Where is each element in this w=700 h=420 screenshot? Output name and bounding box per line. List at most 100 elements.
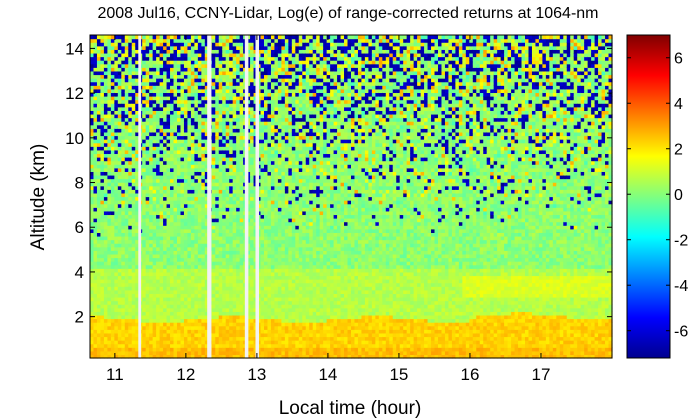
heatmap-cell — [194, 257, 199, 262]
heatmap-cell — [222, 60, 227, 65]
heatmap-cell — [183, 203, 189, 208]
heatmap-cell — [156, 329, 161, 334]
heatmap-cell — [159, 311, 164, 316]
heatmap-cell — [128, 253, 133, 259]
heatmap-cell — [236, 185, 241, 190]
heatmap-cell — [257, 307, 262, 312]
heatmap-cell — [128, 221, 133, 226]
heatmap-cell — [250, 110, 255, 115]
heatmap-cell — [103, 322, 108, 327]
heatmap-cell — [163, 264, 168, 269]
heatmap-cell — [96, 354, 102, 359]
heatmap-cell — [204, 171, 209, 176]
heatmap-cell — [222, 117, 227, 122]
heatmap-cell — [264, 307, 269, 312]
heatmap-cell — [152, 235, 157, 241]
heatmap-cell — [250, 207, 255, 212]
heatmap-cell — [277, 307, 282, 312]
heatmap-cell — [187, 70, 192, 76]
heatmap-cell — [264, 200, 269, 205]
heatmap-cell — [246, 225, 251, 230]
heatmap-cell — [215, 185, 220, 190]
heatmap-cell — [142, 182, 147, 187]
heatmap-cell — [180, 103, 185, 108]
heatmap-cell — [197, 70, 202, 76]
heatmap-cell — [197, 311, 202, 316]
heatmap-cell — [177, 42, 182, 47]
heatmap-cell — [260, 182, 265, 187]
heatmap-cell — [110, 171, 115, 176]
heatmap-cell — [222, 182, 227, 187]
heatmap-cell — [183, 178, 189, 183]
heatmap-cell — [177, 221, 182, 226]
heatmap-cell — [274, 275, 279, 280]
heatmap-cell — [194, 171, 199, 176]
heatmap-cell — [187, 304, 192, 309]
heatmap-cell — [194, 196, 199, 201]
heatmap-cell — [270, 243, 276, 248]
heatmap-cell — [267, 350, 272, 356]
heatmap-cell — [264, 103, 269, 108]
heatmap-cell — [229, 279, 234, 284]
heatmap-cell — [117, 235, 122, 241]
heatmap-cell — [152, 63, 157, 68]
heatmap-cell — [110, 207, 115, 212]
heatmap-cell — [222, 192, 227, 198]
heatmap-cell — [204, 85, 209, 90]
heatmap-cell — [250, 49, 255, 54]
heatmap-cell — [215, 347, 220, 352]
heatmap-cell — [90, 106, 95, 111]
heatmap-cell — [225, 268, 230, 273]
heatmap-cell — [229, 167, 234, 172]
heatmap-cell — [250, 293, 255, 298]
heatmap-cell — [250, 232, 255, 237]
heatmap-cell — [103, 52, 108, 58]
heatmap-cell — [96, 246, 102, 251]
heatmap-cell — [93, 185, 98, 190]
heatmap-cell — [107, 228, 112, 233]
heatmap-cell — [103, 110, 108, 115]
heatmap-cell — [152, 174, 157, 180]
heatmap-cell — [135, 225, 140, 230]
heatmap-cell — [236, 218, 241, 223]
heatmap-cell — [159, 296, 164, 302]
heatmap-cell — [257, 325, 262, 330]
heatmap-cell — [201, 139, 206, 144]
heatmap-cell — [277, 42, 282, 47]
heatmap-cell — [93, 275, 98, 280]
heatmap-cell — [194, 182, 199, 187]
heatmap-cell — [103, 142, 108, 147]
heatmap-cell — [103, 232, 108, 237]
heatmap-cell — [225, 49, 230, 54]
heatmap-cell — [260, 239, 265, 244]
heatmap-cell — [131, 210, 136, 216]
heatmap-cell — [149, 70, 154, 76]
heatmap-cell — [166, 45, 171, 50]
heatmap-cell — [131, 264, 136, 269]
heatmap-cell — [183, 74, 189, 79]
heatmap-cell — [90, 174, 95, 180]
heatmap-cell — [187, 167, 192, 172]
heatmap-cell — [211, 257, 216, 262]
heatmap-cell — [145, 210, 150, 216]
heatmap-cell — [117, 70, 122, 76]
heatmap-cell — [110, 99, 115, 104]
heatmap-cell — [215, 196, 220, 201]
heatmap-cell — [128, 149, 133, 155]
heatmap-cell — [156, 63, 161, 68]
heatmap-cell — [110, 218, 115, 223]
heatmap-cell — [236, 103, 241, 108]
heatmap-cell — [100, 135, 105, 140]
heatmap-cell — [107, 81, 112, 86]
heatmap-cell — [225, 210, 230, 216]
heatmap-cell — [103, 235, 108, 241]
heatmap-cell — [260, 261, 265, 266]
heatmap-cell — [246, 196, 251, 201]
heatmap-cell — [152, 99, 157, 104]
heatmap-cell — [257, 88, 262, 94]
heatmap-cell — [222, 81, 227, 86]
heatmap-cell — [173, 96, 178, 101]
heatmap-cell — [110, 203, 115, 208]
heatmap-cell — [114, 52, 119, 58]
heatmap-cell — [260, 92, 265, 97]
